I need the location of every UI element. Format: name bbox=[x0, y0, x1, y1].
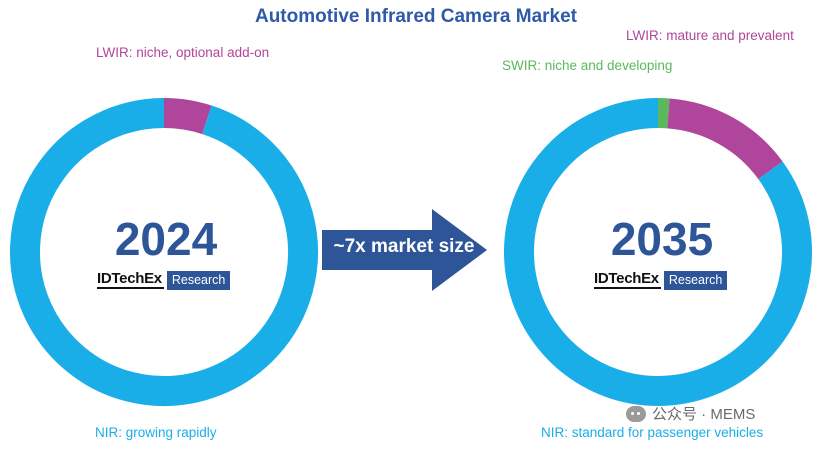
slice-2035-nir bbox=[504, 98, 812, 406]
logo-research: Research bbox=[663, 270, 728, 290]
logo-right: IDTechEx Research bbox=[594, 270, 728, 290]
chart-title: Automotive Infrared Camera Market bbox=[254, 6, 578, 27]
watermark: 公众号 · MEMS bbox=[626, 403, 755, 424]
label-2035-nir: NIR: standard for passenger vehicles bbox=[541, 425, 764, 440]
donut-2035 bbox=[504, 98, 812, 406]
chat-bubble-icon bbox=[626, 405, 646, 422]
slice-2024-lwir bbox=[163, 98, 212, 135]
logo-left: IDTechEx Research bbox=[97, 270, 231, 290]
label-2024-nir: NIR: growing rapidly bbox=[95, 425, 217, 440]
growth-annotation: ~7x market size bbox=[333, 236, 475, 257]
year-2024: 2024 bbox=[114, 213, 218, 265]
label-2035-swir: SWIR: niche and developing bbox=[502, 58, 673, 73]
watermark-text: 公众号 · MEMS bbox=[652, 406, 756, 423]
year-2035: 2035 bbox=[610, 213, 714, 265]
label-2035-lwir: LWIR: mature and prevalent bbox=[626, 28, 794, 43]
growth-arrow bbox=[322, 209, 487, 291]
logo-research: Research bbox=[166, 270, 231, 290]
label-2024-lwir: LWIR: niche, optional add-on bbox=[96, 45, 270, 60]
slice-2035-lwir bbox=[666, 98, 783, 180]
logo-brand: IDTechEx bbox=[594, 270, 661, 289]
slice-2024-nir bbox=[10, 98, 318, 406]
donut-2024 bbox=[10, 98, 318, 406]
logo-brand: IDTechEx bbox=[97, 270, 164, 289]
